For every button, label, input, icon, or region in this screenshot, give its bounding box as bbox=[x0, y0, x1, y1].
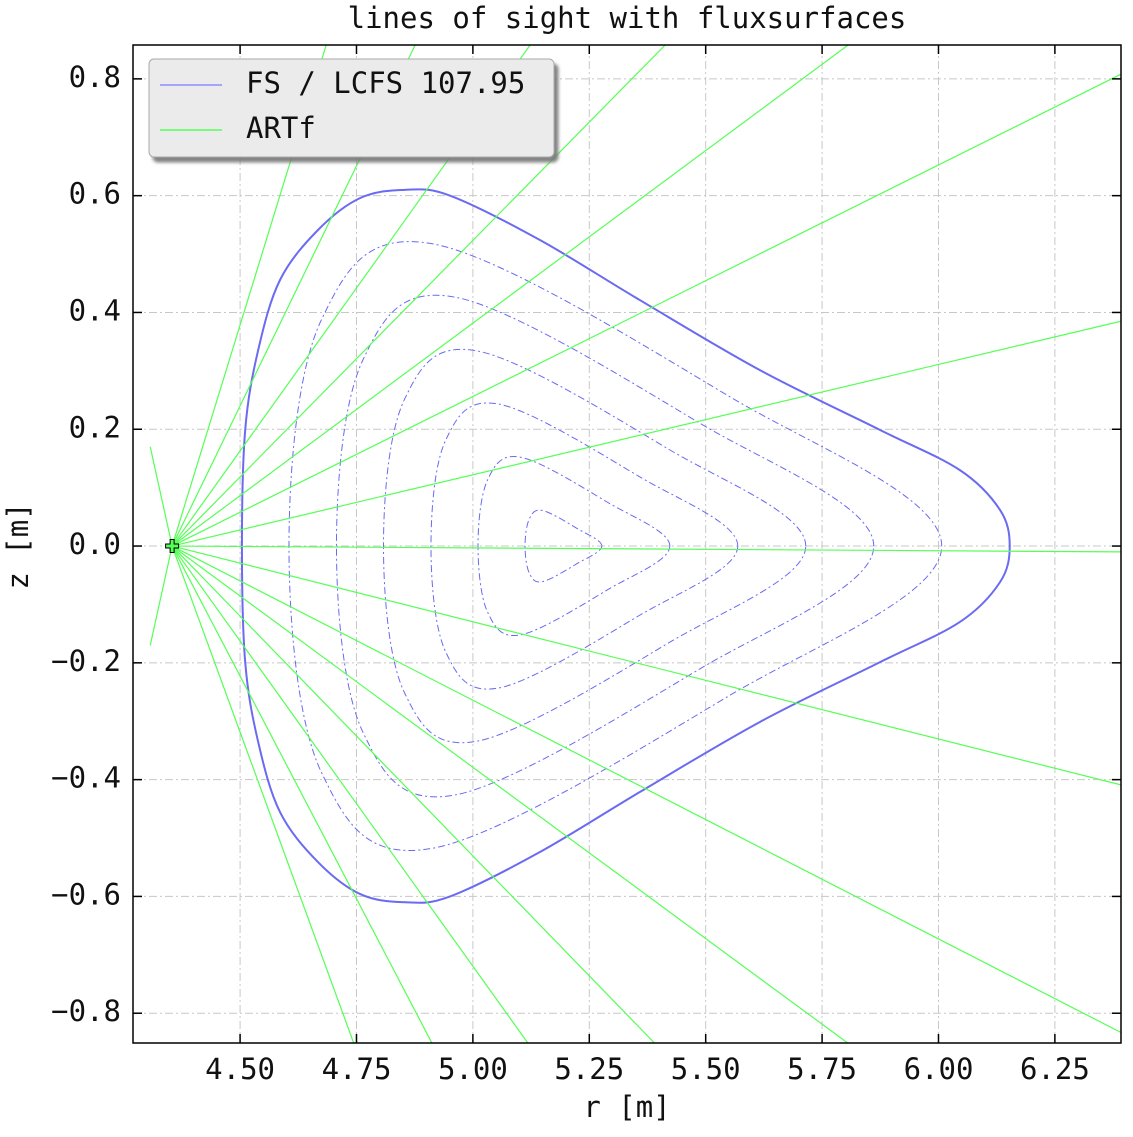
flux-surface bbox=[382, 349, 807, 744]
legend-label: ARTf bbox=[246, 111, 316, 145]
line-of-sight bbox=[171, 45, 849, 547]
x-tick-label: 4.50 bbox=[205, 1052, 275, 1086]
flux-surface bbox=[477, 456, 671, 637]
line-of-sight bbox=[171, 545, 529, 1043]
x-tick-label: 6.25 bbox=[1020, 1052, 1090, 1086]
x-tick-label: 6.00 bbox=[904, 1052, 974, 1086]
chart-title: lines of sight with fluxsurfaces bbox=[348, 1, 907, 35]
flux-surface bbox=[335, 294, 875, 798]
y-tick-label: 0.4 bbox=[69, 293, 121, 327]
x-tick-label: 5.50 bbox=[671, 1052, 741, 1086]
line-of-sight bbox=[171, 73, 1121, 547]
line-of-sight bbox=[171, 545, 849, 1043]
x-tick-label: 5.75 bbox=[787, 1052, 857, 1086]
y-tick-label: 0.6 bbox=[69, 177, 121, 211]
line-of-sight bbox=[171, 545, 433, 1043]
grid bbox=[133, 45, 1121, 1043]
line-of-sight bbox=[171, 545, 1121, 1034]
x-tick-label: 4.75 bbox=[322, 1052, 392, 1086]
plot-area bbox=[149, 45, 1121, 1043]
line-of-sight bbox=[172, 545, 1121, 553]
x-tick-label: 5.00 bbox=[438, 1052, 508, 1086]
y-tick-label: −0.8 bbox=[51, 994, 121, 1028]
line-of-sight bbox=[171, 545, 355, 1043]
line-of-sight bbox=[171, 320, 1121, 547]
flux-surface bbox=[524, 509, 603, 583]
line-of-sight bbox=[171, 545, 655, 1043]
y-tick-label: −0.4 bbox=[51, 761, 121, 795]
line-of-sight bbox=[149, 446, 173, 547]
y-tick-label: −0.6 bbox=[51, 877, 121, 911]
ticks: 4.50 4.75 5.00 5.25 5.50 5.75 6.00 6.25 −0.8 −0.6… bbox=[51, 45, 1121, 1086]
y-tick-label: −0.2 bbox=[51, 644, 121, 678]
legend-box bbox=[148, 58, 555, 158]
line-of-sight bbox=[149, 545, 173, 646]
legend-label: FS / LCFS 107.95 bbox=[246, 66, 525, 100]
line-of-sight bbox=[171, 45, 666, 547]
y-tick-label: 0.8 bbox=[69, 60, 121, 94]
flux-surface bbox=[430, 402, 739, 690]
x-axis-label: r [m] bbox=[583, 1090, 670, 1124]
x-tick-label: 5.25 bbox=[554, 1052, 624, 1086]
marker bbox=[166, 540, 179, 553]
y-tick-label: 0.2 bbox=[69, 410, 121, 444]
axes-frame bbox=[132, 44, 1122, 1044]
legend: FS / LCFS 107.95 ARTf bbox=[148, 58, 555, 158]
flux-surface bbox=[288, 241, 943, 851]
line-of-sight bbox=[171, 545, 1121, 786]
y-axis-label: z [m] bbox=[1, 502, 35, 589]
y-tick-label: 0.0 bbox=[69, 527, 121, 561]
